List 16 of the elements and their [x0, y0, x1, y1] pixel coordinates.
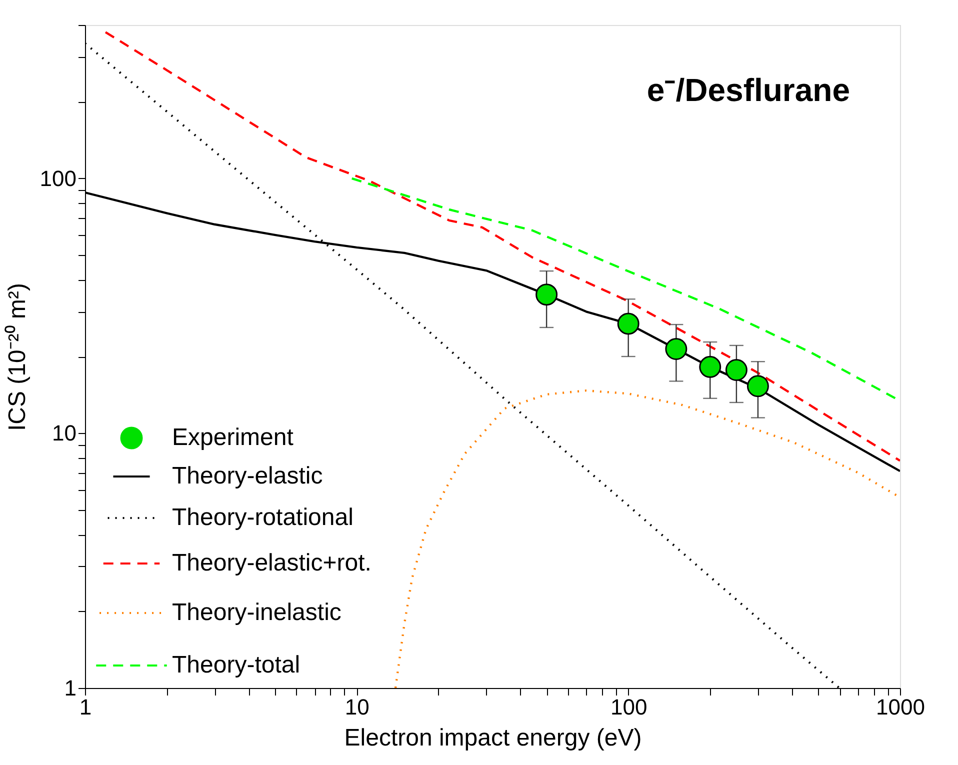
x-tick-label: 100 — [610, 694, 648, 720]
legend-label: Theory-elastic — [172, 462, 323, 490]
annotation: e⁻/Desflurane — [646, 72, 850, 108]
y-axis-title: ICS (10⁻²⁰ m²) — [4, 283, 31, 431]
y-tick-label: 1 — [64, 676, 76, 700]
y-tick-label: 10 — [52, 420, 76, 446]
y-tick-label: 100 — [40, 166, 76, 191]
x-tick-label: 1 — [79, 694, 92, 720]
legend-label: Theory-inelastic — [172, 599, 342, 626]
x-axis-title: Electron impact energy (eV) — [344, 724, 642, 752]
legend-label: Experiment — [172, 424, 294, 451]
legend-label: Theory-rotational — [172, 504, 354, 531]
legend-label: Theory-elastic+rot. — [172, 550, 372, 576]
x-tick-label: 10 — [344, 694, 370, 720]
legend-label: Theory-total — [172, 652, 300, 678]
x-tick-label: 1000 — [876, 694, 925, 720]
